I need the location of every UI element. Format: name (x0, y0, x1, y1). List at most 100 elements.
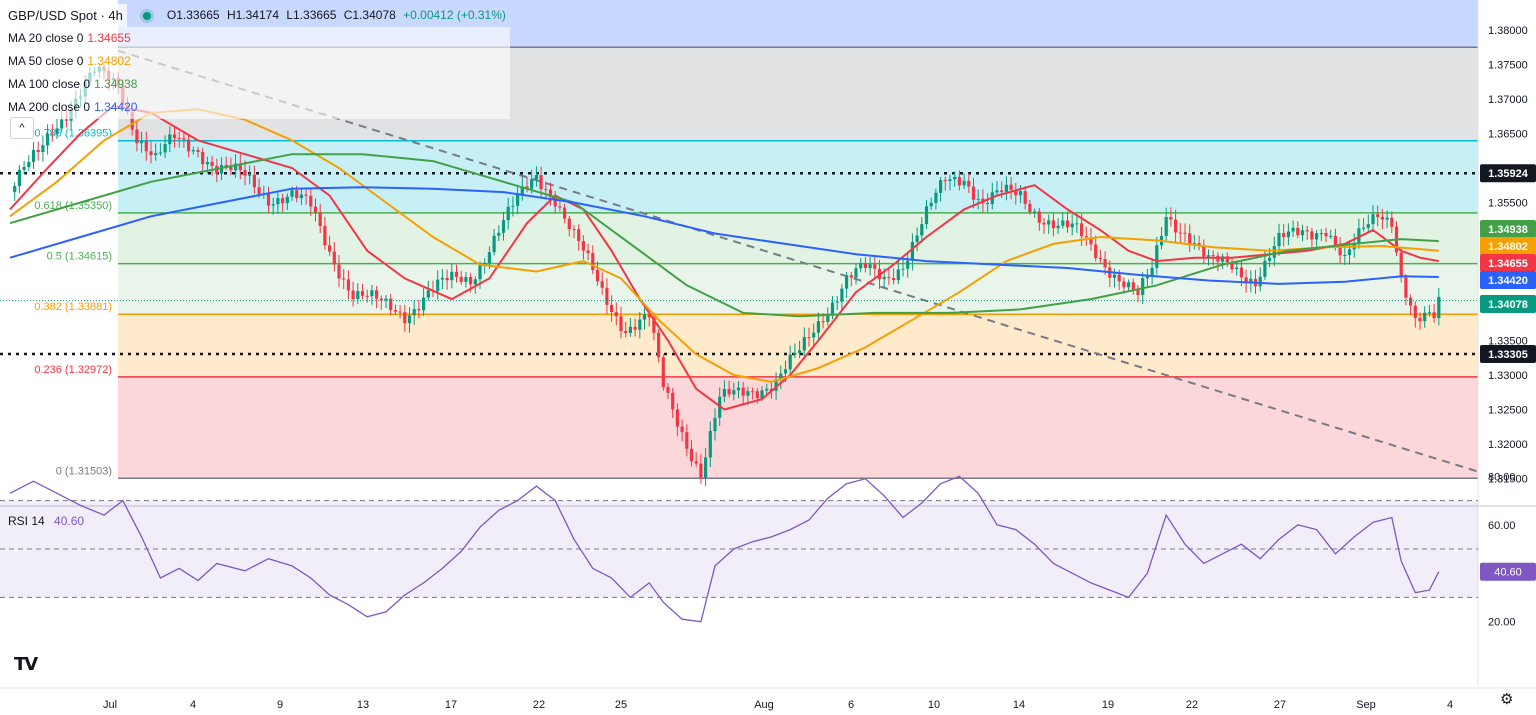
rsi-value-tag-label: 40.60 (1494, 567, 1522, 579)
candle-body (172, 134, 177, 139)
ma20-label: MA 20 close 0 (8, 31, 84, 45)
ohlc-readout: O1.33665 H1.34174 L1.33665 C1.34078 +0.0… (167, 4, 510, 27)
candle-body (544, 189, 548, 191)
candle-body (1333, 235, 1337, 246)
candle-body (304, 194, 308, 196)
candle-body (36, 149, 40, 153)
candle-body (1305, 230, 1309, 232)
candle-body (31, 149, 36, 162)
candle-body (1418, 317, 1422, 322)
candle-body (765, 388, 769, 391)
candle-body (929, 202, 933, 207)
time-tick-label: 22 (1186, 699, 1198, 711)
candle-body (149, 151, 153, 156)
candle-body (746, 391, 750, 396)
price-tick-label: 1.32500 (1488, 405, 1528, 417)
candle-body (948, 179, 952, 182)
time-tick-label: 9 (277, 699, 283, 711)
candle-body (1371, 214, 1375, 225)
candle-body (440, 277, 444, 280)
candle-body (426, 290, 430, 298)
level-axis-tag (1480, 164, 1536, 183)
candle-body (1343, 255, 1347, 257)
candle-body (957, 177, 961, 186)
candle-body (248, 174, 252, 176)
ma50-legend[interactable]: MA 50 close 0 1.34802 (4, 50, 510, 73)
candle-body (393, 310, 397, 312)
candle-body (266, 193, 271, 206)
high-value: H1.34174 (226, 8, 279, 22)
collapse-legend-button[interactable]: ^ (10, 117, 34, 139)
fib-zone (118, 140, 1478, 213)
candle-body (281, 198, 285, 204)
time-tick-label: 22 (533, 699, 545, 711)
candle-body (22, 167, 26, 170)
candle-body (1286, 231, 1290, 238)
candle-body (1047, 220, 1051, 225)
candle-body (840, 288, 844, 302)
candle-body (699, 463, 703, 478)
candle-body (1225, 256, 1229, 263)
rsi-legend[interactable]: RSI 14 40.60 (8, 514, 84, 528)
ma100-legend[interactable]: MA 100 close 0 1.34938 (4, 73, 510, 96)
candle-body (1315, 233, 1319, 240)
ma200-value: 1.34420 (94, 100, 138, 114)
candle-body (939, 180, 943, 193)
candle-body (845, 275, 849, 289)
candle-body (299, 194, 303, 199)
price-tag (1480, 295, 1536, 313)
candle-body (1023, 191, 1027, 204)
candle-body (454, 271, 459, 277)
candle-body (595, 269, 600, 282)
candle-body (816, 321, 820, 333)
tradingview-logo-icon[interactable]: TV (14, 654, 38, 675)
time-tick-label: 6 (848, 699, 854, 711)
candle-body (953, 177, 957, 180)
candle-body (572, 229, 576, 231)
candle-body (807, 337, 811, 339)
candle-body (1239, 267, 1243, 278)
candle-body (1272, 246, 1276, 258)
symbol-title[interactable]: GBP/USD Spot · 4h (4, 4, 127, 27)
candle-body (722, 388, 726, 397)
candle-body (46, 133, 50, 146)
candle-body (694, 461, 698, 464)
ma20-value: 1.34655 (87, 31, 131, 45)
time-tick-label: Aug (754, 699, 774, 711)
candle-body (755, 391, 759, 399)
time-tick-label: Sep (1356, 699, 1376, 711)
candle-body (257, 187, 261, 195)
candle-body (356, 291, 360, 299)
candle-body (586, 250, 590, 254)
price-tag (1480, 220, 1536, 238)
candle-body (553, 196, 557, 207)
candle-body (1357, 228, 1361, 243)
candle-body (1094, 244, 1098, 259)
candle-body (1084, 236, 1088, 238)
ma20-legend[interactable]: MA 20 close 0 1.34655 (4, 27, 510, 50)
candle-body (1131, 282, 1135, 291)
candle-body (736, 387, 741, 391)
fib-label: 0 (1.31503) (56, 465, 112, 477)
candle-body (520, 186, 524, 195)
candle-body (50, 133, 54, 135)
candle-body (924, 206, 929, 225)
fib-label: 0.5 (1.34615) (47, 251, 112, 263)
candle-body (915, 235, 919, 243)
close-value: C1.34078 (343, 8, 396, 22)
price-tick-label: 1.33000 (1488, 370, 1528, 382)
candle-body (55, 128, 59, 135)
ma-line-ma20 (9, 104, 1439, 411)
candle-body (252, 174, 256, 188)
candle-body (384, 298, 388, 301)
candle-body (224, 165, 228, 167)
gear-icon[interactable]: ⚙ (1500, 691, 1514, 708)
ma200-legend[interactable]: MA 200 close 0 1.34420 (4, 96, 510, 119)
candle-body (191, 150, 195, 152)
candle-body (732, 390, 736, 395)
candle-body (1183, 232, 1187, 234)
candle-body (581, 241, 585, 251)
candle-body (943, 180, 947, 182)
